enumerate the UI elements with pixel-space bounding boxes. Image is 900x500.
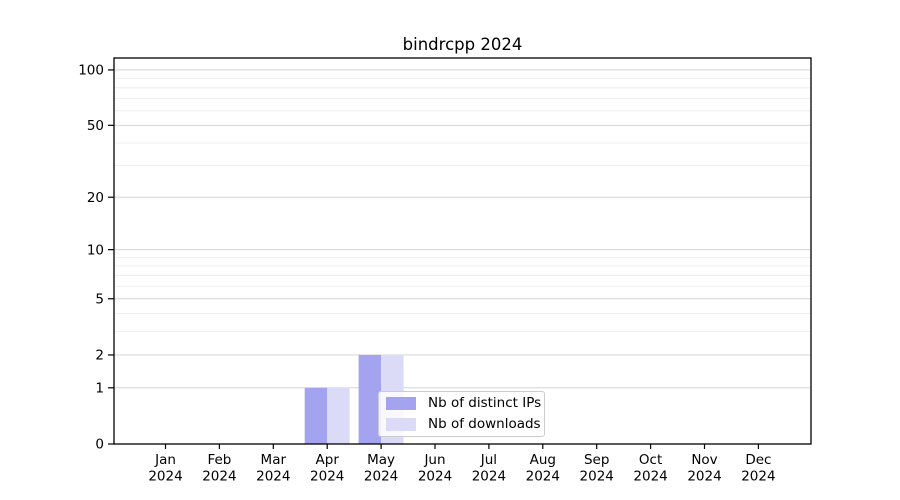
- x-tick-label-month: Feb: [207, 452, 231, 468]
- legend-item-downloads: Nb of downloads: [386, 417, 541, 431]
- x-tick-label-year: 2024: [526, 469, 560, 485]
- x-tick-label-month: Jan: [154, 452, 176, 468]
- x-tick-label-year: 2024: [741, 469, 775, 485]
- legend-label-downloads: Nb of downloads: [428, 416, 541, 432]
- y-tick-label: 1: [95, 381, 104, 397]
- x-tick-label-year: 2024: [364, 469, 398, 485]
- x-tick-label-year: 2024: [256, 469, 290, 485]
- chart-title: bindrcpp 2024: [402, 35, 523, 54]
- x-tick-label-year: 2024: [148, 469, 182, 485]
- legend-swatch-distinct-ips: [386, 397, 416, 410]
- x-tick-label-year: 2024: [310, 469, 344, 485]
- legend: Nb of distinct IPs Nb of downloads: [378, 391, 545, 437]
- x-tick-label-month: Apr: [316, 452, 340, 468]
- bar-downloads: [327, 387, 350, 444]
- y-tick-label: 20: [87, 190, 104, 206]
- bar-distinct-ips: [304, 387, 328, 444]
- x-tick-label-month: Jun: [423, 452, 445, 468]
- bar-distinct-ips: [358, 354, 382, 444]
- plot-border: [113, 57, 812, 445]
- x-tick-label-month: Dec: [745, 452, 771, 468]
- legend-label-distinct-ips: Nb of distinct IPs: [428, 395, 542, 411]
- x-tick-label-year: 2024: [580, 469, 614, 485]
- y-tick-label: 10: [87, 242, 104, 258]
- x-tick-label-month: Jul: [480, 452, 497, 468]
- x-tick-label-month: Sep: [584, 452, 609, 468]
- x-tick-label-year: 2024: [418, 469, 452, 485]
- x-tick-label-month: Oct: [639, 452, 662, 468]
- x-tick-label-month: May: [367, 452, 395, 468]
- legend-item-distinct-ips: Nb of distinct IPs: [386, 396, 541, 410]
- y-tick-label: 100: [78, 63, 104, 79]
- x-tick-label-month: Mar: [261, 452, 287, 468]
- y-tick-label: 5: [95, 291, 104, 307]
- y-tick-label: 50: [87, 118, 104, 134]
- x-tick-label-month: Nov: [691, 452, 717, 468]
- x-tick-label-year: 2024: [687, 469, 721, 485]
- x-tick-label-year: 2024: [472, 469, 506, 485]
- x-tick-label-year: 2024: [202, 469, 236, 485]
- y-tick-label: 0: [95, 437, 104, 453]
- y-tick-label: 2: [95, 348, 104, 364]
- legend-swatch-downloads: [386, 418, 416, 431]
- x-tick-label-month: Aug: [530, 452, 556, 468]
- x-tick-label-year: 2024: [633, 469, 667, 485]
